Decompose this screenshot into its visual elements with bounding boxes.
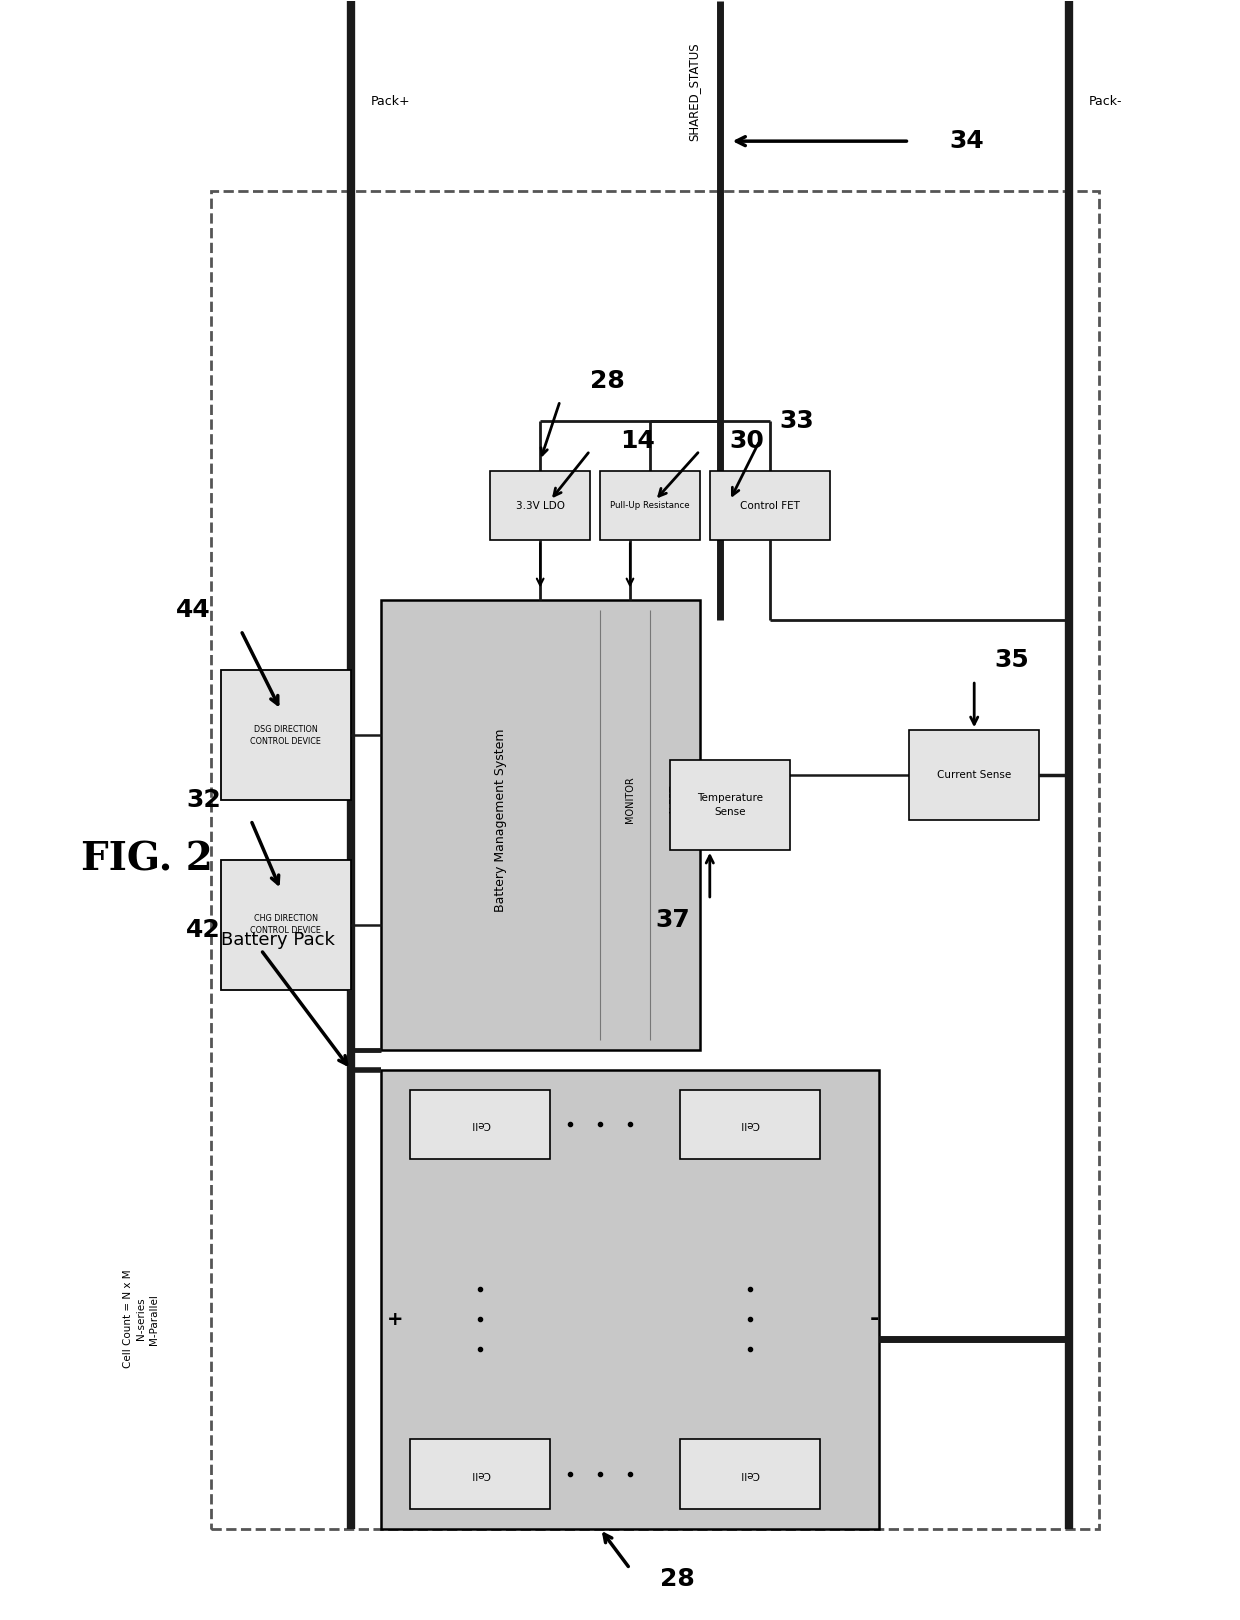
Text: Cell: Cell bbox=[740, 1469, 760, 1479]
Text: Temperature
Sense: Temperature Sense bbox=[697, 794, 763, 816]
Bar bbox=[381, 601, 699, 1050]
Bar bbox=[600, 470, 699, 541]
Text: Battery Pack: Battery Pack bbox=[221, 931, 335, 949]
Text: ALERT: ALERT bbox=[670, 786, 680, 815]
Text: 32: 32 bbox=[186, 787, 221, 812]
Text: Pull-Up Resistance: Pull-Up Resistance bbox=[610, 501, 689, 510]
Bar bbox=[680, 1090, 820, 1160]
Text: 30: 30 bbox=[730, 429, 765, 452]
Text: Cell Count = N x M
N-series
M-Parallel: Cell Count = N x M N-series M-Parallel bbox=[123, 1270, 159, 1369]
Text: 37: 37 bbox=[655, 907, 689, 931]
Text: CHG DIRECTION
CONTROL DEVICE: CHG DIRECTION CONTROL DEVICE bbox=[250, 914, 321, 935]
Bar bbox=[670, 760, 790, 850]
Text: DSG DIRECTION
CONTROL DEVICE: DSG DIRECTION CONTROL DEVICE bbox=[250, 724, 321, 745]
Text: 14: 14 bbox=[620, 429, 655, 452]
Text: Control FET: Control FET bbox=[740, 501, 800, 510]
Bar bbox=[680, 1439, 820, 1508]
Text: SHARED_STATUS: SHARED_STATUS bbox=[687, 42, 699, 141]
Bar bbox=[211, 191, 1099, 1529]
Text: 28: 28 bbox=[660, 1567, 694, 1591]
Text: Current Sense: Current Sense bbox=[937, 770, 1012, 781]
Bar bbox=[909, 731, 1039, 820]
Bar bbox=[381, 1069, 879, 1529]
Bar bbox=[410, 1439, 551, 1508]
Text: Pack+: Pack+ bbox=[371, 94, 410, 107]
Text: 44: 44 bbox=[176, 598, 211, 622]
Bar bbox=[709, 470, 830, 541]
Text: 42: 42 bbox=[186, 919, 221, 941]
Text: Pack-: Pack- bbox=[1089, 94, 1122, 107]
Text: 34: 34 bbox=[950, 130, 985, 154]
Text: 28: 28 bbox=[590, 369, 625, 392]
Text: Cell: Cell bbox=[470, 1119, 490, 1129]
Text: Cell: Cell bbox=[470, 1469, 490, 1479]
Text: Cell: Cell bbox=[740, 1119, 760, 1129]
Bar bbox=[221, 671, 351, 800]
Text: 3.3V LDO: 3.3V LDO bbox=[516, 501, 564, 510]
Text: MONITOR: MONITOR bbox=[625, 776, 635, 823]
Text: 35: 35 bbox=[994, 648, 1029, 672]
Bar bbox=[410, 1090, 551, 1160]
Text: Battery Management System: Battery Management System bbox=[494, 729, 507, 912]
Text: +: + bbox=[387, 1309, 404, 1328]
Bar bbox=[490, 470, 590, 541]
Text: 33: 33 bbox=[780, 408, 815, 433]
Bar bbox=[221, 860, 351, 990]
Text: FIG. 2: FIG. 2 bbox=[81, 841, 213, 880]
Text: -: - bbox=[869, 1309, 879, 1328]
